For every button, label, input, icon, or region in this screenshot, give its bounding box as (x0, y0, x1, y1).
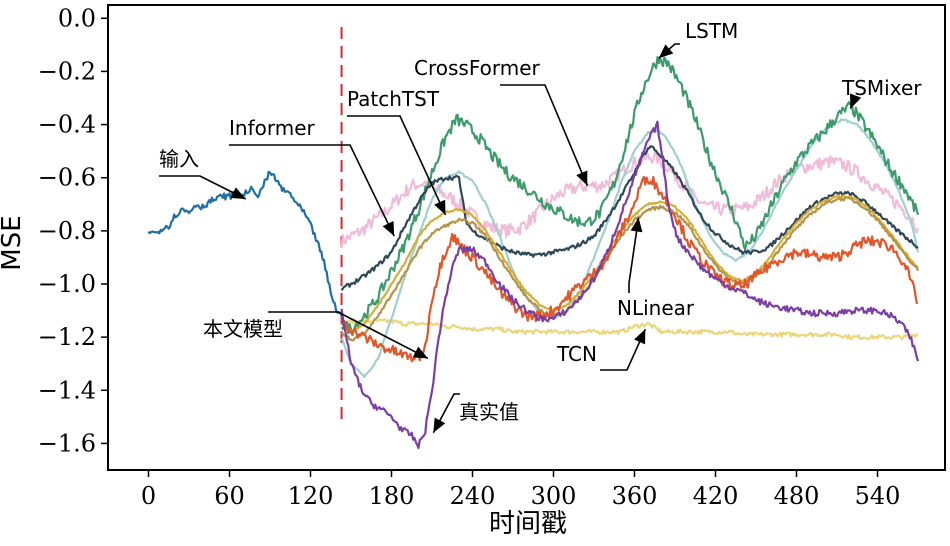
annotation-label: Informer (229, 116, 316, 140)
y-tick-label: −0.8 (38, 217, 96, 245)
x-axis-title: 时间戳 (489, 509, 567, 539)
y-tick-label: −0.4 (38, 111, 96, 139)
annotation-label: 真实值 (459, 400, 519, 424)
series-line-PatchTST (341, 194, 919, 334)
annotation-label: CrossFormer (414, 56, 541, 80)
y-tick-label: 0.0 (58, 4, 96, 32)
series-line-Informer (340, 145, 919, 291)
x-tick-label: 240 (450, 482, 496, 510)
series-line-CrossFormer (340, 150, 920, 249)
annotation-label: TCN (556, 342, 597, 366)
annotation-label: PatchTST (347, 87, 440, 111)
x-tick-label: 540 (855, 482, 901, 510)
annotation-label: TSMixer (841, 76, 922, 100)
annotation-leader (159, 175, 247, 200)
x-tick-label: 0 (141, 482, 156, 510)
y-tick-label: −0.2 (38, 57, 96, 85)
x-tick-label: 480 (774, 482, 820, 510)
x-tick-label: 300 (531, 482, 577, 510)
x-axis: 0 60 120 180 240 300 360 420 480 540 (141, 470, 901, 510)
annotation-arrowhead (412, 346, 428, 359)
annotation-leader (432, 393, 460, 434)
y-tick-label: −1.2 (38, 323, 96, 351)
annotation-label: 本文模型 (203, 317, 283, 341)
y-axis-title: MSE (0, 215, 27, 270)
annotation-label: NLinear (617, 296, 695, 320)
series-layer (147, 27, 920, 450)
annotation-arrowhead (382, 220, 395, 237)
annotation-layer: 输入 Informer PatchTST CrossFormer LSTM TSMixer… (159, 19, 922, 434)
series-line-本文模型 (340, 196, 919, 342)
x-tick-label: 120 (288, 482, 334, 510)
annotation-label: 输入 (159, 147, 199, 171)
x-tick-label: 360 (612, 482, 658, 510)
y-tick-label: −1.6 (38, 429, 96, 457)
y-tick-label: −1.0 (38, 270, 96, 298)
annotation-arrowhead (634, 329, 646, 345)
series-line-真实值 (340, 120, 920, 450)
series-line-NLinear (340, 175, 919, 363)
annotation-arrowhead (433, 417, 446, 433)
x-tick-label: 60 (214, 482, 245, 510)
annotation-leader (600, 328, 647, 371)
annotation-leader (229, 144, 395, 237)
y-axis: 0.0 −0.2 −0.4 −0.6 −0.8 −1.0 −1.2 −1.4 −1.6 (38, 4, 108, 457)
annotation-label: LSTM (685, 19, 738, 43)
annotation-arrowhead (230, 187, 246, 199)
annotation-arrowhead (658, 44, 674, 59)
annotation-arrowhead (849, 93, 862, 109)
series-line-LSTM (340, 56, 920, 335)
annotation-arrowhead (434, 199, 446, 215)
annotation-arrowhead (630, 217, 643, 233)
annotation-arrowhead (576, 170, 588, 186)
annotation-leader (500, 84, 589, 187)
series-line-输入 (147, 170, 343, 317)
series-line-TCN (340, 318, 918, 341)
annotation-leader (628, 217, 640, 293)
plot-frame (107, 4, 946, 471)
x-tick-label: 420 (693, 482, 739, 510)
x-tick-label: 180 (369, 482, 415, 510)
annotation-leader (347, 115, 447, 216)
y-tick-label: −1.4 (38, 376, 96, 404)
annotation-leader (268, 311, 429, 360)
y-tick-label: −0.6 (38, 164, 96, 192)
